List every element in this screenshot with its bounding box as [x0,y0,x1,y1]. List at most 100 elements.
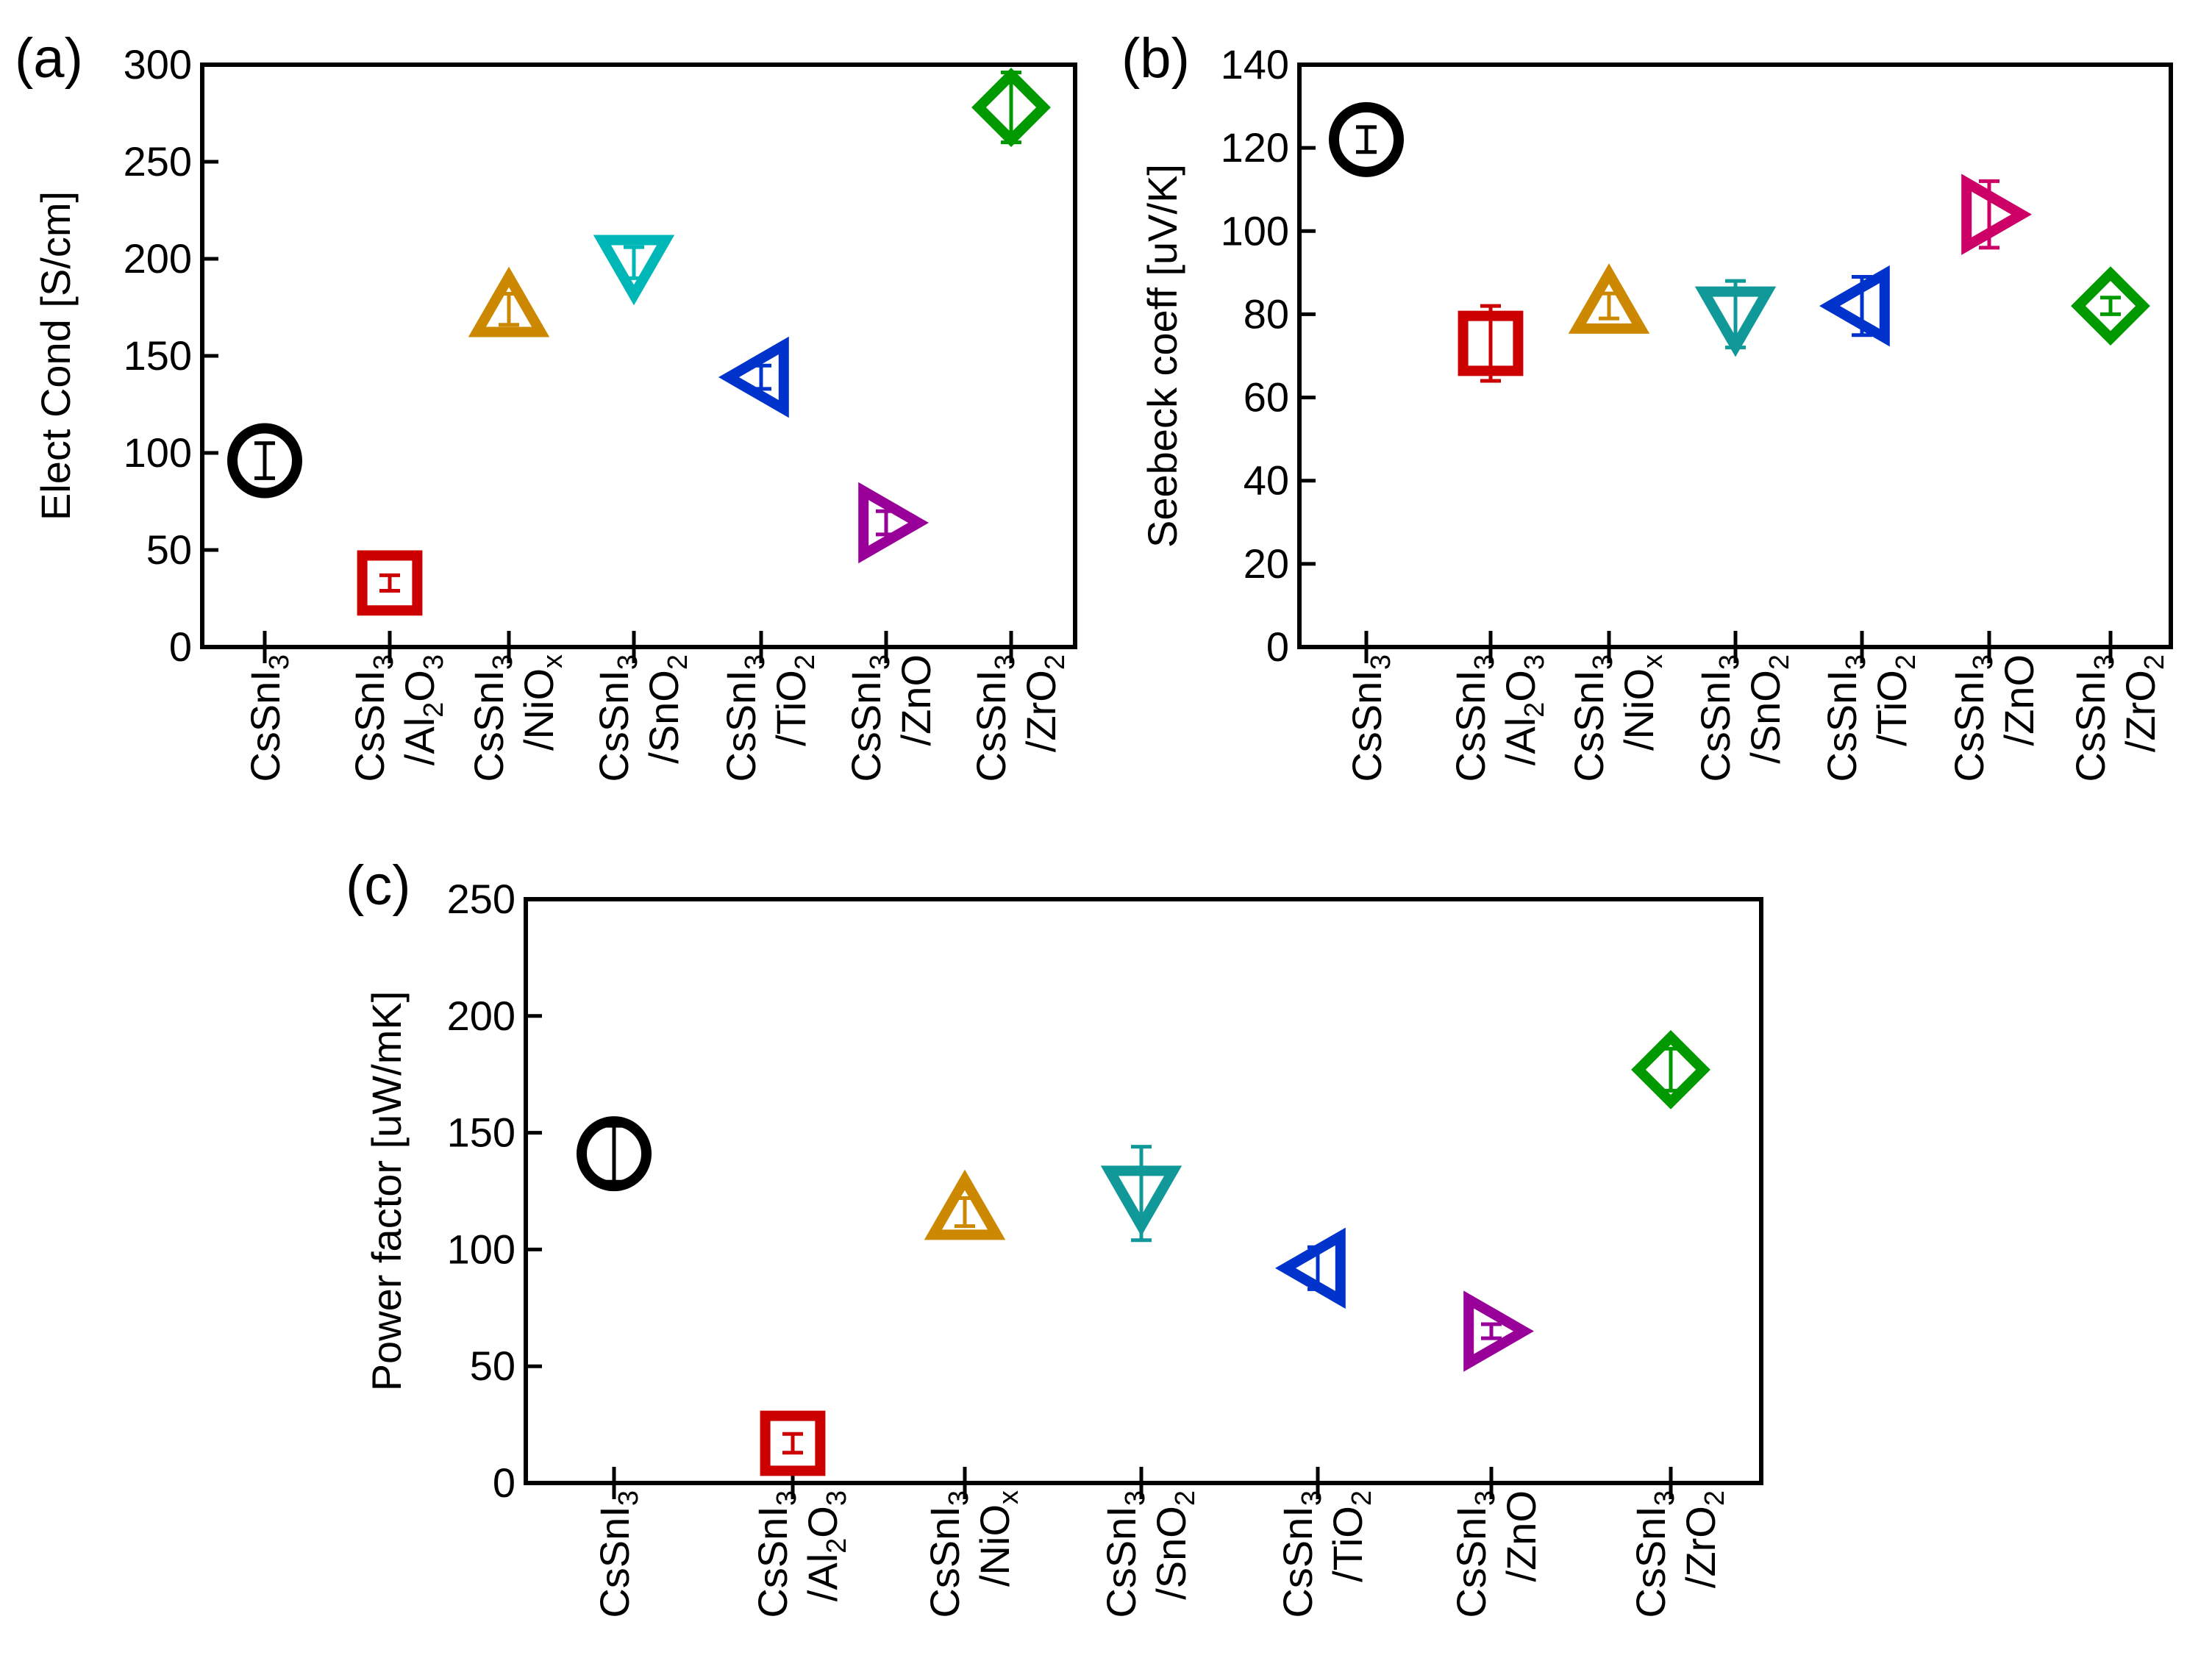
x-category-line1: CsSnI3 [242,654,295,782]
panel-label: (c) [346,854,411,917]
marker-square [1458,310,1524,376]
data-point [718,336,789,418]
data-point [1463,1290,1535,1372]
x-category-line1: CsSnI3 [749,1490,802,1618]
x-category-sub: 3 [488,654,518,670]
x-category-line2: /Al2O3 [799,1490,852,1601]
x-category-line1: CsSnI3 [843,654,896,782]
marker-triangle-right [1463,1290,1535,1372]
x-category-label: CsSnI3/Al2O3 [346,654,449,782]
x-category-line2-sub: x [1638,654,1669,668]
x-category-line2-main: /SnO [641,670,687,764]
x-category-sub: 3 [1296,1490,1327,1506]
x-category-sub: 3 [990,654,1021,670]
x-category-label: CsSnI3 [591,1490,644,1618]
x-category-line2-main: /TiO [1324,1506,1371,1582]
x-category-line2-sub: 2 [1891,654,1922,670]
y-tick-label: 100 [1221,207,1289,254]
x-category-main: CsSnI [1344,670,1390,782]
marker-triangle-down [593,235,675,306]
y-axis-label: Seebeck coeff [uV/K] [1139,164,1185,548]
x-category-label: CsSnI3 [1344,654,1396,782]
x-category-line2: /ZnO [1498,1490,1544,1582]
x-category-sub: 3 [613,654,643,670]
data-point [924,1169,1006,1240]
x-category-line2: /ZnO [1996,654,2042,746]
plot-frame [524,897,1763,1485]
x-category-label: CsSnI3/ZrO2 [2067,654,2170,782]
x-category-line2-main: /Al [799,1554,846,1601]
x-category-line1: CsSnI3 [921,1490,974,1618]
x-category-main: CsSnI [1819,670,1865,782]
x-category-line2-main: /NiO [515,668,562,751]
x-category-main: CsSnI [2067,670,2113,782]
x-category-label: CsSnI3/Al2O3 [1447,654,1550,782]
x-category-label: CsSnI3/ZnO [843,654,939,782]
x-category-main: CsSnI [242,670,288,782]
x-category-main: CsSnI [591,1506,638,1618]
x-category-main: CsSnI [1447,670,1494,782]
x-category-line2: /TiO2 [768,654,821,746]
y-tick-label: 0 [169,623,192,670]
marker-triangle-up [924,1169,1006,1240]
x-category-sub: 3 [613,1490,644,1506]
x-category-line2-sub: 2 [821,1538,852,1554]
x-category-label: CsSnI3/ZnO [1946,654,2042,782]
data-point [2071,266,2150,346]
x-category-line2-sub: 2 [418,702,449,718]
x-category-sub: 3 [740,654,771,670]
data-point [971,68,1051,147]
marker-triangle-down [1100,1165,1182,1237]
x-category-label: CsSnI3/SnO2 [1098,1490,1201,1618]
y-axis-label: Power factor [uW/mK] [363,991,410,1392]
data-point [1274,1227,1346,1309]
x-category-line2: /ZrO2 [2117,654,2170,752]
x-category-line2-sub: x [538,654,568,668]
x-category-line2-sub: x [993,1490,1024,1504]
x-category-line2: /TiO2 [1324,1490,1377,1582]
panel-b: (b) 0 20 40 60 80 100 120 140 Seebeck coeff [uV/K… [1121,27,2173,782]
x-category-line1: CsSnI3 [465,654,518,782]
x-category-sub: 3 [1968,654,1999,670]
x-category-line1: CsSnI3 [591,654,643,782]
x-category-main: CsSnI [465,670,512,782]
x-category-line2-sub: 2 [1040,654,1071,670]
x-category-line2-main: /ZnO [1498,1490,1544,1582]
x-category-main: CsSnI [1566,670,1612,782]
marker-square [357,550,423,616]
x-category-sub: 3 [1649,1490,1680,1506]
y-tick-label: 250 [124,138,192,185]
x-category-line1: CsSnI3 [1819,654,1872,782]
x-category-label: CsSnI3/NiOx [921,1490,1024,1618]
marker-triangle-down [1694,286,1777,357]
data-point [1568,263,1650,334]
x-category-main: CsSnI [968,670,1014,782]
x-category-line2-sub2: 3 [418,654,449,670]
x-category-line2-main: /TiO [768,670,814,746]
x-category-label: CsSnI3/ZrO2 [1627,1490,1730,1618]
x-category-line2-sub: 2 [1764,654,1795,670]
x-category-line2-main: /ZnO [893,654,939,746]
marker-circle [577,1116,652,1192]
x-category-line2-sub: 2 [1519,702,1550,718]
y-tick-label: 40 [1244,457,1289,504]
marker-circle [1329,101,1404,177]
x-category-line2: /SnO2 [1148,1490,1201,1600]
x-category-line2-tail: O [1497,670,1544,702]
x-category-line2-main: /ZrO [1677,1506,1724,1588]
x-category-line1: CsSnI3 [1448,1490,1501,1618]
x-category-line1: CsSnI3 [591,1490,644,1618]
x-category-main: CsSnI [843,670,889,782]
data-point [1100,1145,1182,1243]
x-category-sub: 3 [368,654,399,670]
marker-triangle-up [1568,263,1650,334]
data-point [1694,279,1777,357]
y-tick-label: 50 [146,526,192,573]
x-category-line2-main: /Al [1497,718,1544,765]
x-category-label: CsSnI3/SnO2 [1692,654,1795,782]
x-category-line1: CsSnI3 [1566,654,1619,782]
x-category-label: CsSnI3/TiO2 [1819,654,1922,782]
x-category-line2-main: /SnO [1148,1506,1194,1600]
x-category-main: CsSnI [749,1506,796,1618]
x-category-line1: CsSnI3 [2067,654,2120,782]
